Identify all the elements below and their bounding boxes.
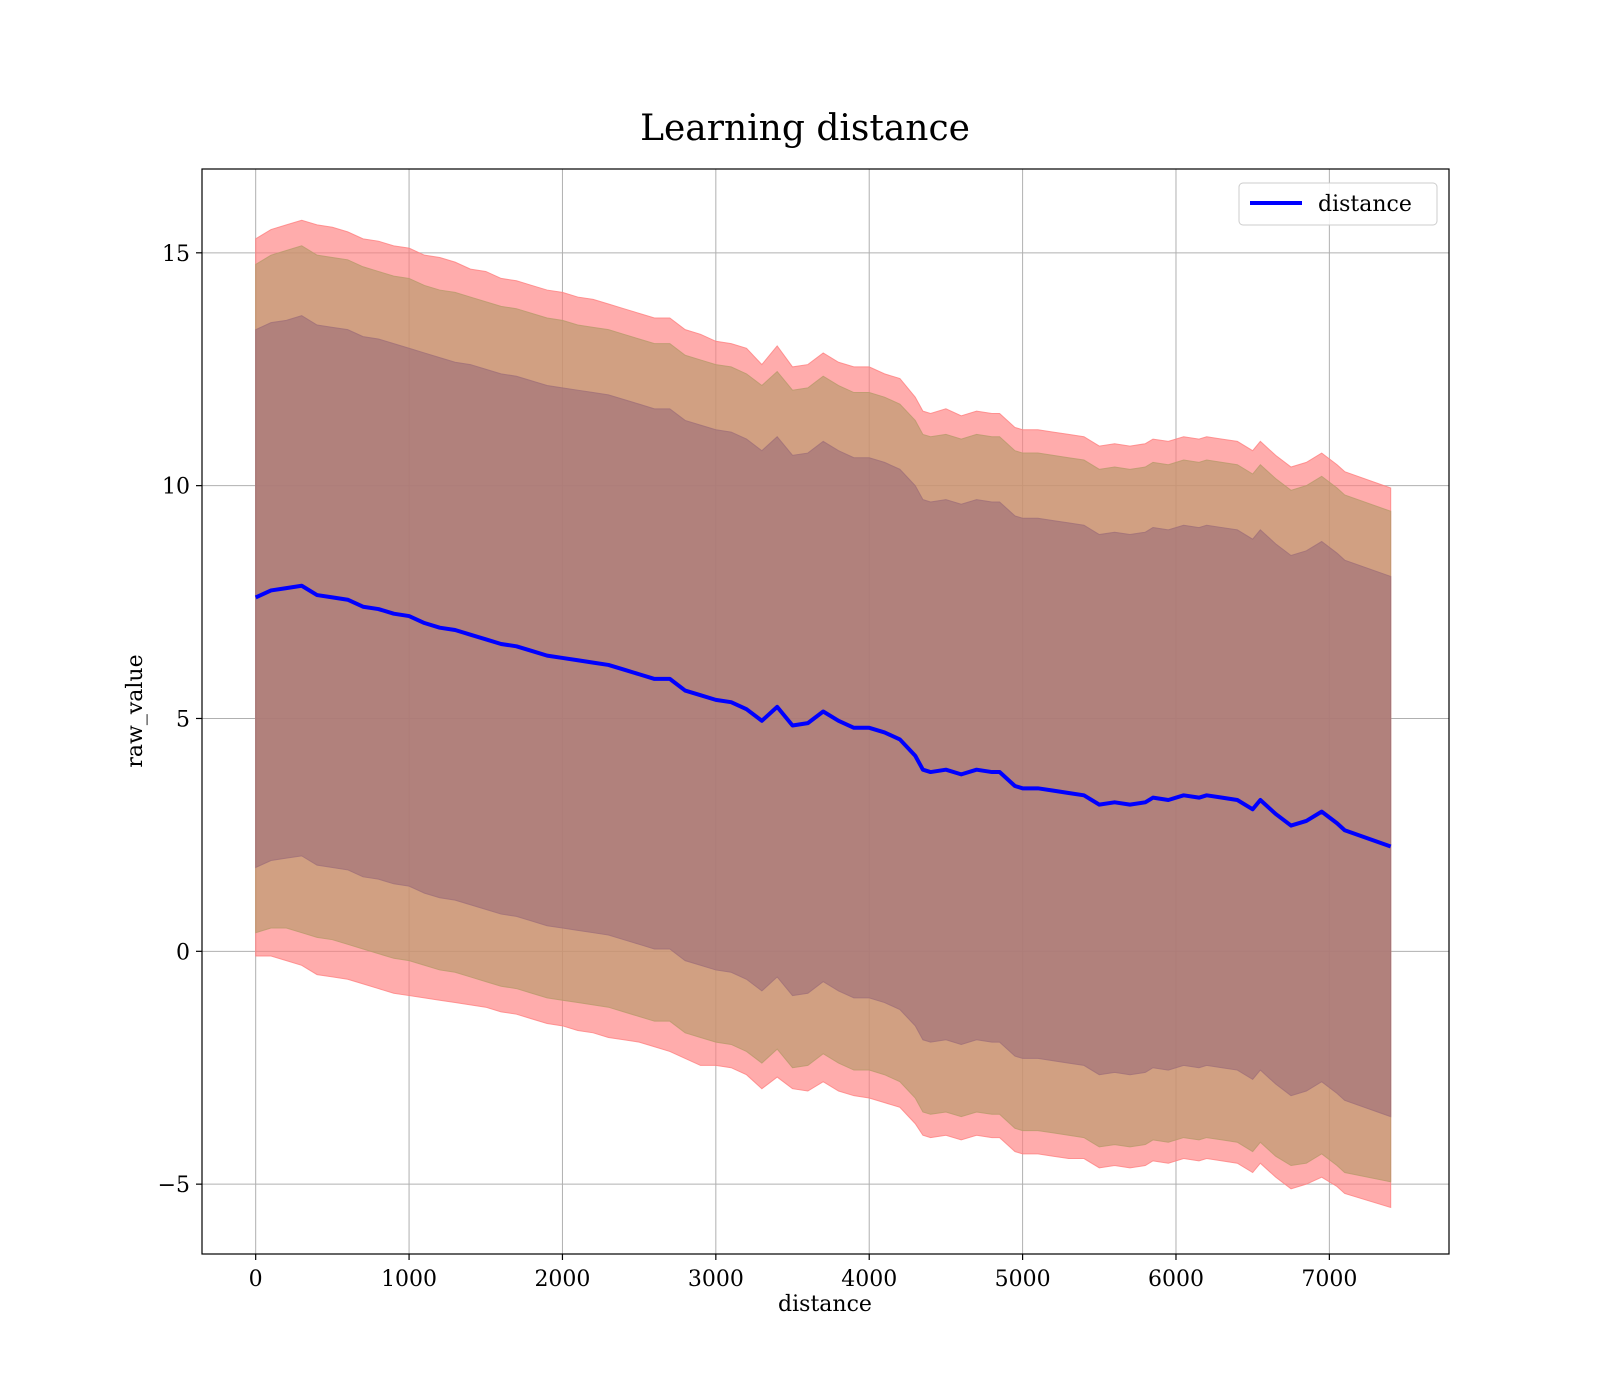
chart-title: Learning distance bbox=[640, 108, 970, 149]
x-tick-label-6: 6000 bbox=[1148, 1267, 1204, 1292]
x-tick-label-0: 0 bbox=[249, 1267, 263, 1292]
x-tick-label-2: 2000 bbox=[534, 1267, 590, 1292]
series-line-distance bbox=[254, 583, 1392, 849]
legend-box bbox=[1238, 182, 1438, 226]
y-tick-label-0: −5 bbox=[158, 1173, 190, 1198]
plot-area-frame bbox=[201, 168, 1450, 1255]
y-tick-label-4: 15 bbox=[162, 242, 190, 267]
y-tick-label-3: 10 bbox=[162, 475, 190, 500]
x-tick-label-7: 7000 bbox=[1301, 1267, 1357, 1292]
y-tick-label-2: 5 bbox=[176, 707, 190, 732]
legend: distance bbox=[1238, 182, 1438, 226]
series-lines bbox=[254, 583, 1392, 849]
x-axis-label: distance bbox=[778, 1292, 872, 1317]
legend-label-distance: distance bbox=[1318, 192, 1412, 217]
y-axis-ticks: −5 0 5 10 15 bbox=[158, 242, 202, 1198]
x-tick-label-1: 1000 bbox=[381, 1267, 437, 1292]
x-axis-ticks: 0 1000 2000 3000 4000 5000 6000 7000 bbox=[249, 1254, 1357, 1292]
y-tick-label-1: 0 bbox=[176, 940, 190, 965]
band-inner bbox=[255, 315, 1392, 1118]
x-tick-label-5: 5000 bbox=[995, 1267, 1051, 1292]
y-axis-label: raw_value bbox=[123, 654, 148, 767]
x-tick-label-3: 3000 bbox=[688, 1267, 744, 1292]
x-tick-label-4: 4000 bbox=[841, 1267, 897, 1292]
